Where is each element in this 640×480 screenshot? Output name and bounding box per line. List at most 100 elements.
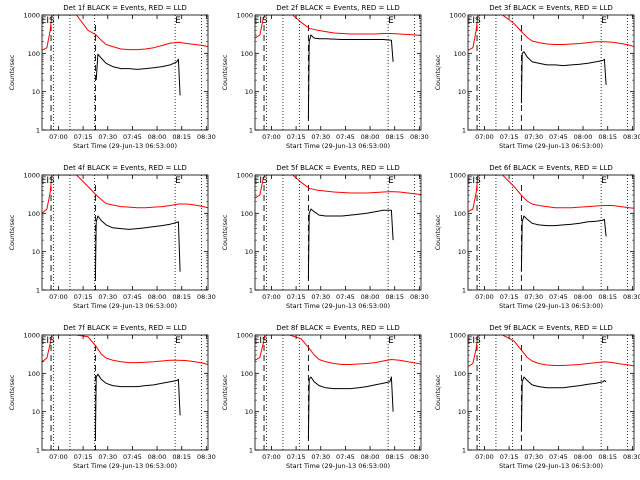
series-events-line: [307, 376, 394, 439]
x-tick-label: 07:30: [311, 293, 330, 301]
axes-frame: [254, 14, 422, 131]
x-tick-label: 07:15: [287, 133, 306, 141]
detector-panel-9: Det 9f BLACK = Events, RED = LLD EIS E 1 10 1…: [434, 324, 640, 470]
series-lld-line: [468, 175, 634, 213]
x-tick-label: 07:30: [524, 133, 543, 141]
panel-title: Det 6f BLACK = Events, RED = LLD: [489, 164, 612, 172]
x-tick-label: 08:00: [574, 133, 593, 141]
marker-label: E: [601, 176, 607, 186]
y-axis-label: Counts/sec: [221, 214, 229, 250]
y-axis-label: Counts/sec: [434, 54, 442, 90]
y-tick-label: 1000: [23, 332, 40, 340]
x-tick-label: 07:15: [74, 453, 93, 461]
panel-title: Det 2f BLACK = Events, RED = LLD: [276, 4, 399, 12]
y-tick-label: 1: [36, 127, 40, 135]
x-tick-label: 07:00: [262, 453, 281, 461]
marker-label: EIS: [467, 16, 481, 26]
y-tick-label: 100: [241, 50, 253, 58]
x-axis-label: Start Time (29-Jun-13 06:53:00): [286, 462, 390, 470]
x-tick-label: 07:45: [549, 453, 568, 461]
x-tick-label: 07:30: [311, 133, 330, 141]
series-lld-line: [255, 175, 421, 199]
axes-frame: [254, 174, 422, 291]
y-tick-label: 100: [241, 210, 253, 218]
y-tick-label: 10: [245, 248, 253, 256]
x-tick-label: 07:15: [74, 133, 93, 141]
axes-frame: [41, 334, 209, 451]
x-tick-label: 07:45: [123, 453, 142, 461]
x-tick-label: 07:15: [500, 453, 519, 461]
plot-area: [42, 335, 208, 450]
x-tick-label: 07:45: [336, 453, 355, 461]
plot-area: [42, 175, 208, 290]
y-tick-label: 1000: [23, 172, 40, 180]
y-axis-label: Counts/sec: [8, 54, 16, 90]
y-tick-label: 1000: [236, 332, 253, 340]
x-tick-label: 08:30: [410, 133, 429, 141]
x-tick-label: 08:00: [148, 453, 167, 461]
y-tick-label: 1: [462, 447, 466, 455]
detector-panel-2: Det 2f BLACK = Events, RED = LLD EIS E 1 10 1…: [221, 4, 429, 150]
plot-area: [468, 175, 634, 290]
series-events-line: [520, 51, 607, 104]
x-tick-label: 07:45: [336, 133, 355, 141]
x-tick-label: 08:30: [623, 293, 640, 301]
x-tick-label: 07:00: [475, 293, 494, 301]
series-lld-line: [255, 15, 421, 39]
detector-panel-4: Det 4f BLACK = Events, RED = LLD EIS E 1 10 1…: [8, 164, 216, 310]
y-tick-label: 100: [28, 370, 40, 378]
y-tick-label: 1000: [449, 172, 466, 180]
x-tick-label: 07:15: [500, 293, 519, 301]
x-axis-label: Start Time (29-Jun-13 06:53:00): [499, 142, 603, 150]
x-axis-label: Start Time (29-Jun-13 06:53:00): [286, 142, 390, 150]
y-tick-label: 10: [245, 408, 253, 416]
y-tick-label: 1: [462, 127, 466, 135]
axes-frame: [41, 174, 209, 291]
x-tick-label: 08:30: [197, 293, 216, 301]
x-tick-label: 07:30: [98, 133, 117, 141]
detector-panel-3: Det 3f BLACK = Events, RED = LLD EIS E 1 10 1…: [434, 4, 640, 150]
x-tick-label: 08:00: [574, 293, 593, 301]
y-tick-label: 100: [28, 50, 40, 58]
x-tick-label: 08:15: [385, 453, 404, 461]
x-tick-label: 08:00: [361, 453, 380, 461]
y-tick-label: 10: [32, 248, 40, 256]
detector-panel-1: Det 1f BLACK = Events, RED = LLD EIS E 1 10 1…: [8, 4, 216, 150]
marker-label: E: [175, 16, 181, 26]
plot-area: [255, 335, 421, 450]
series-events-line: [94, 373, 181, 439]
x-tick-label: 08:30: [623, 133, 640, 141]
x-tick-label: 08:00: [361, 133, 380, 141]
marker-label: E: [388, 176, 394, 186]
x-tick-label: 08:15: [172, 133, 191, 141]
x-tick-label: 07:30: [524, 293, 543, 301]
axes-frame: [41, 14, 209, 131]
y-tick-label: 1000: [23, 12, 40, 20]
series-events-line: [94, 215, 181, 279]
panel-title: Det 7f BLACK = Events, RED = LLD: [63, 324, 186, 332]
y-tick-label: 10: [245, 88, 253, 96]
y-tick-label: 1: [249, 447, 253, 455]
panel-title: Det 9f BLACK = Events, RED = LLD: [489, 324, 612, 332]
marker-label: EIS: [254, 176, 268, 186]
marker-label: E: [175, 336, 181, 346]
x-tick-label: 07:00: [49, 453, 68, 461]
y-axis-label: Counts/sec: [221, 54, 229, 90]
y-tick-label: 10: [458, 408, 466, 416]
marker-label: EIS: [467, 176, 481, 186]
axes-frame: [254, 334, 422, 451]
marker-label: E: [388, 336, 394, 346]
panel-title: Det 4f BLACK = Events, RED = LLD: [63, 164, 186, 172]
x-tick-label: 08:30: [410, 293, 429, 301]
y-tick-label: 1: [249, 127, 253, 135]
y-tick-label: 1000: [449, 332, 466, 340]
x-tick-label: 07:30: [98, 293, 117, 301]
y-axis-label: Counts/sec: [434, 374, 442, 410]
y-axis-label: Counts/sec: [8, 214, 16, 250]
series-events-line: [307, 208, 394, 279]
y-tick-label: 100: [454, 50, 466, 58]
y-tick-label: 1000: [449, 12, 466, 20]
series-events-line: [520, 376, 607, 432]
panel-title: Det 8f BLACK = Events, RED = LLD: [276, 324, 399, 332]
marker-label: E: [175, 176, 181, 186]
